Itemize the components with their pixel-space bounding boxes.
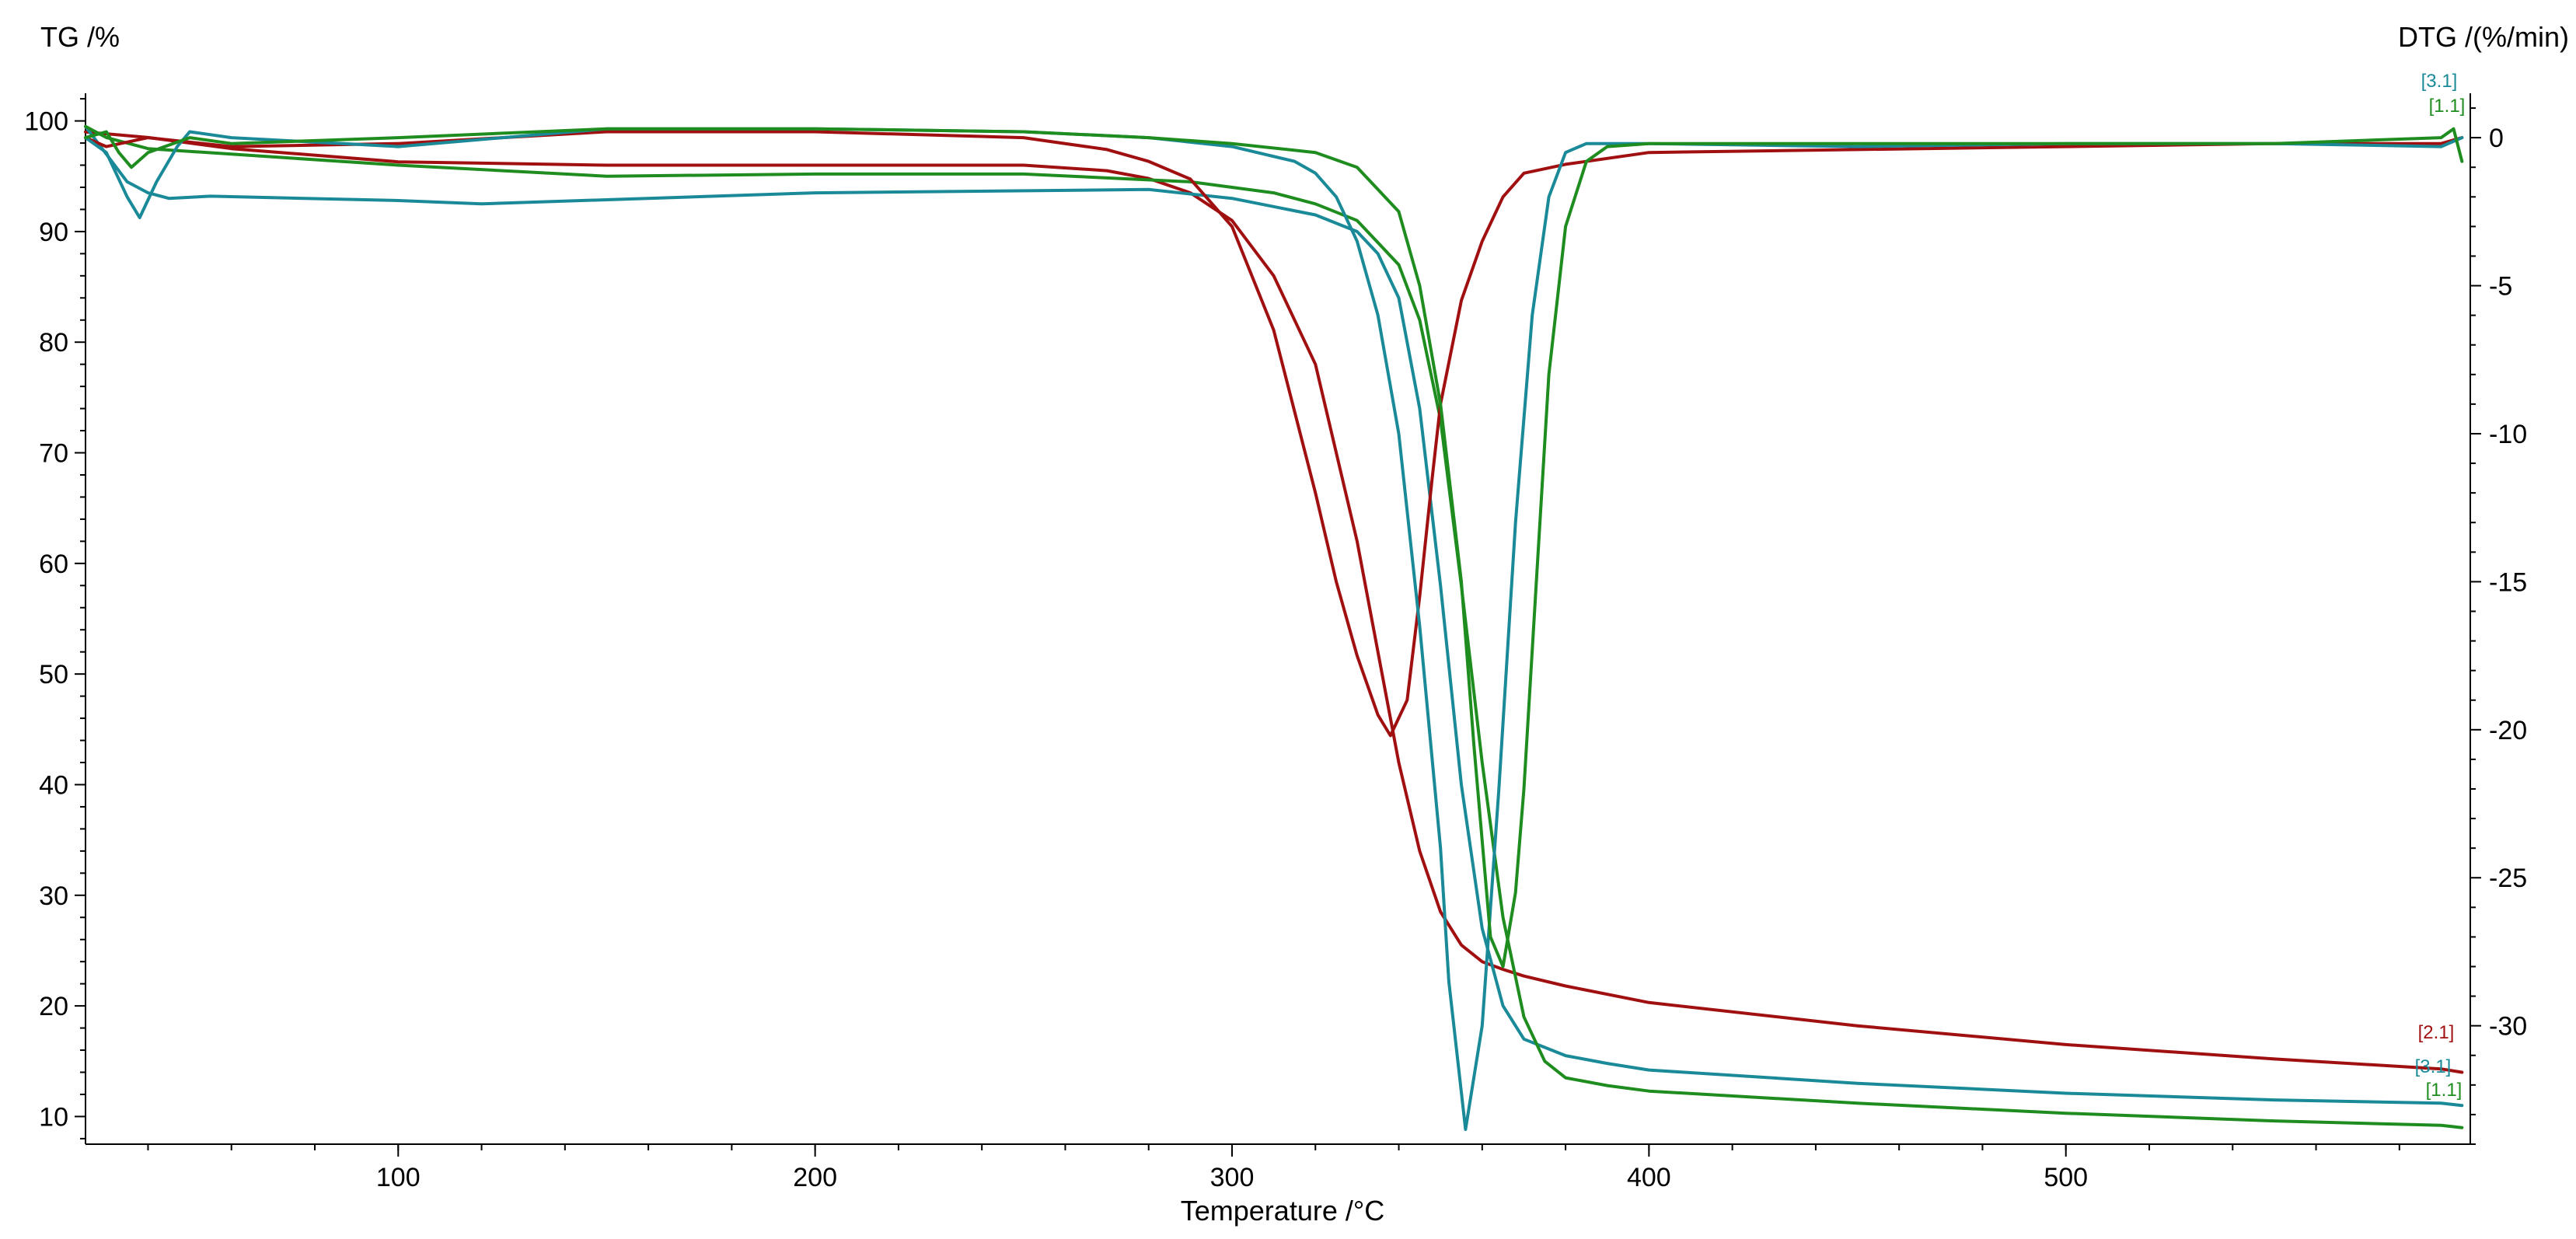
y-right-tick-label: 0 (2489, 124, 2504, 153)
y-left-tick-label: 70 (39, 439, 68, 469)
series-line-tg-3-1 (84, 124, 2464, 1108)
x-tick-label: 100 (376, 1163, 421, 1192)
series-line-dtg-3-1 (84, 127, 2464, 1131)
y-right-tick-label: -5 (2489, 272, 2512, 302)
series-tag-top-1-1: [1.1] (2429, 96, 2466, 117)
x-axis-title: Temperature /°C (1181, 1195, 1385, 1227)
ticks-layer: 100 200 300 400 500 10 20 30 40 50 60 70 80 90 100 0 -5 -… (24, 98, 2527, 1192)
x-tick-label: 300 (1210, 1163, 1255, 1192)
x-tick-label: 400 (1627, 1163, 1671, 1192)
y-left-tick-label: 100 (24, 107, 68, 137)
series-line-dtg-1-1 (84, 127, 2464, 969)
y-left-axis-title: TG /% (40, 21, 120, 53)
y-right-tick-label: -20 (2489, 716, 2527, 745)
series-layer (84, 124, 2464, 1131)
series-tag-top-3-1: [3.1] (2421, 71, 2458, 92)
y-left-tick-label: 80 (39, 328, 68, 358)
series-line-tg-2-1 (84, 130, 2464, 1074)
y-right-axis-title: DTG /(%/min) (2398, 21, 2569, 53)
x-tick-label: 500 (2044, 1163, 2088, 1192)
y-left-tick-label: 90 (39, 218, 68, 247)
y-right-tick-label: -15 (2489, 567, 2527, 597)
y-right-tick-label: -30 (2489, 1012, 2527, 1042)
y-left-tick-label: 10 (39, 1102, 68, 1132)
y-left-tick-label: 20 (39, 992, 68, 1021)
y-right-tick-label: -25 (2489, 864, 2527, 893)
y-left-tick-label: 50 (39, 660, 68, 689)
series-tag-bottom-2-1: [2.1] (2418, 1022, 2455, 1043)
series-tag-bottom-1-1: [1.1] (2426, 1080, 2463, 1101)
series-line-dtg-2-1 (84, 130, 2464, 738)
y-left-tick-label: 40 (39, 770, 68, 800)
series-tag-bottom-3-1: [3.1] (2415, 1056, 2452, 1077)
x-tick-label: 200 (793, 1163, 837, 1192)
y-left-tick-label: 60 (39, 550, 68, 579)
y-right-tick-label: -10 (2489, 420, 2527, 449)
series-line-tg-1-1 (84, 124, 2464, 1129)
y-left-tick-label: 30 (39, 881, 68, 911)
